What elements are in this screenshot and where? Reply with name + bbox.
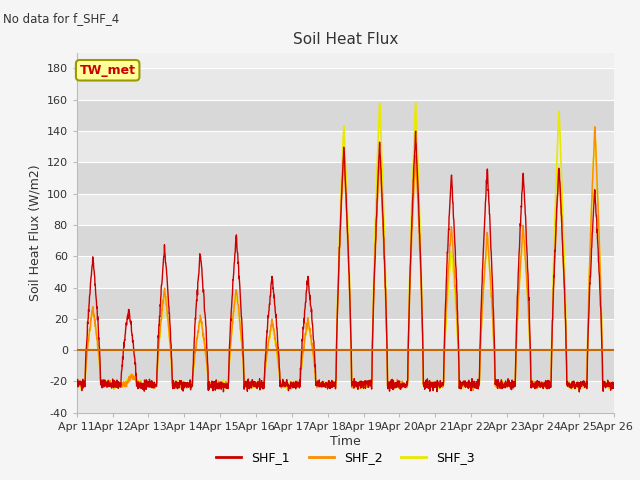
SHF_2 (578, 383, 586, 389)
SHF_2 (223, 383, 230, 388)
SHF_1 (563, 382, 571, 387)
Bar (77, 319, 614, 350)
Bar (77, 382, 614, 413)
Y-axis label: Soil Heat Flux (W/m2): Soil Heat Flux (W/m2) (28, 165, 41, 301)
Bar (77, 131, 614, 162)
SHF_1 (412, 128, 420, 134)
X-axis label: Time: Time (330, 434, 361, 448)
SHF_3 (373, 175, 381, 181)
Text: TW_met: TW_met (79, 64, 136, 77)
SHF_2 (469, 388, 477, 394)
SHF_3 (412, 100, 420, 106)
SHF_1 (502, 384, 509, 390)
SHF_1 (73, 378, 81, 384)
Bar (77, 69, 614, 100)
SHF_3 (73, 381, 81, 386)
SHF_3 (362, 383, 369, 388)
SHF_2 (361, 384, 369, 390)
SHF_3 (223, 382, 231, 387)
Legend: SHF_1, SHF_2, SHF_3: SHF_1, SHF_2, SHF_3 (211, 446, 480, 469)
Bar (77, 193, 614, 225)
SHF_2 (591, 124, 598, 130)
SHF_3 (563, 379, 571, 384)
Line: SHF_2: SHF_2 (77, 127, 614, 391)
Bar (77, 225, 614, 256)
SHF_2 (372, 219, 380, 225)
Bar (77, 162, 614, 193)
SHF_2 (502, 383, 509, 388)
Bar (77, 100, 614, 131)
SHF_3 (611, 380, 618, 385)
Bar (77, 288, 614, 319)
Title: Soil Heat Flux: Soil Heat Flux (293, 33, 398, 48)
SHF_2 (73, 383, 81, 389)
SHF_1 (579, 380, 586, 386)
SHF_2 (563, 382, 571, 387)
Bar (77, 350, 614, 382)
Text: No data for f_SHF_4: No data for f_SHF_4 (3, 12, 120, 25)
SHF_1 (611, 385, 618, 391)
SHF_3 (110, 386, 118, 392)
SHF_1 (361, 381, 369, 387)
SHF_1 (223, 384, 230, 390)
SHF_3 (579, 384, 586, 389)
Line: SHF_1: SHF_1 (77, 131, 614, 392)
SHF_2 (611, 382, 618, 388)
Bar (77, 256, 614, 288)
SHF_1 (575, 389, 583, 395)
SHF_1 (372, 213, 380, 219)
Line: SHF_3: SHF_3 (77, 103, 614, 389)
SHF_3 (502, 379, 510, 385)
